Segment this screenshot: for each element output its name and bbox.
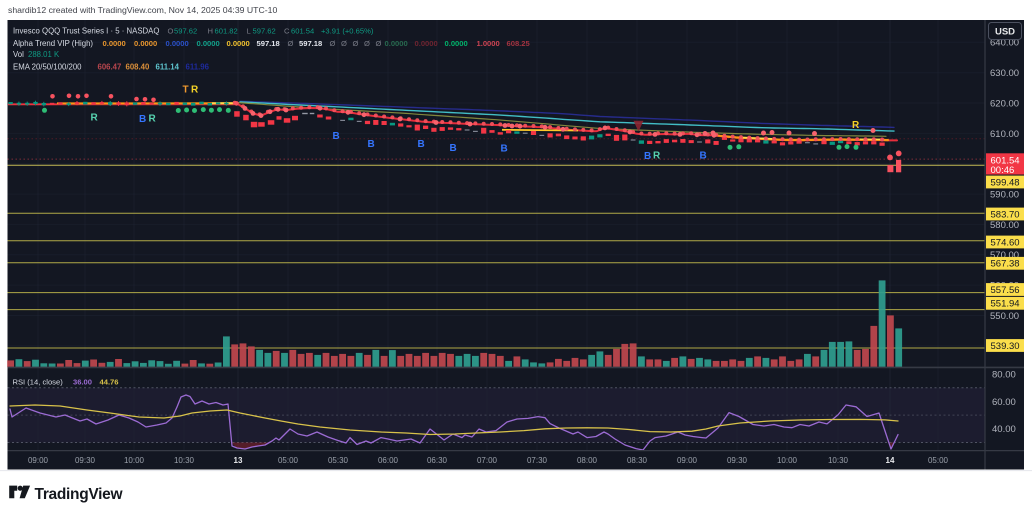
svg-text:Ø: Ø xyxy=(376,39,382,48)
svg-text:611.96: 611.96 xyxy=(186,63,210,72)
svg-text:T: T xyxy=(183,85,189,96)
svg-text:610.00: 610.00 xyxy=(990,129,1019,140)
svg-text:09:00: 09:00 xyxy=(677,456,698,465)
svg-text:Ø: Ø xyxy=(288,39,294,48)
svg-text:R: R xyxy=(191,85,199,96)
svg-text:09:00: 09:00 xyxy=(28,456,49,465)
svg-text:550.00: 550.00 xyxy=(990,311,1019,322)
svg-text:07:00: 07:00 xyxy=(477,456,498,465)
svg-text:597.62: 597.62 xyxy=(174,26,197,35)
svg-text:574.60: 574.60 xyxy=(991,237,1020,248)
svg-text:539.30: 539.30 xyxy=(991,341,1020,352)
svg-text:1.0000: 1.0000 xyxy=(477,39,500,48)
svg-text:0.0000: 0.0000 xyxy=(103,39,126,48)
svg-text:0.0000: 0.0000 xyxy=(166,39,189,48)
svg-text:288.01 K: 288.01 K xyxy=(28,50,60,59)
svg-text:597.18: 597.18 xyxy=(299,39,322,48)
svg-text:06:00: 06:00 xyxy=(378,456,399,465)
svg-text:601.54: 601.54 xyxy=(291,26,314,35)
svg-text:Ø: Ø xyxy=(364,39,370,48)
svg-text:640.00: 640.00 xyxy=(990,38,1019,49)
svg-text:620.00: 620.00 xyxy=(990,98,1019,109)
svg-text:10:00: 10:00 xyxy=(777,456,798,465)
svg-text:B: B xyxy=(368,139,375,150)
svg-text:10:30: 10:30 xyxy=(174,456,195,465)
svg-text:14: 14 xyxy=(886,456,895,465)
svg-text:R: R xyxy=(149,113,157,124)
svg-text:05:30: 05:30 xyxy=(328,456,349,465)
svg-text:B: B xyxy=(450,143,457,154)
svg-text:0.0000: 0.0000 xyxy=(134,39,157,48)
svg-text:608.40: 608.40 xyxy=(126,63,151,72)
svg-text:Alpha Trend VIP (High): Alpha Trend VIP (High) xyxy=(13,39,93,48)
svg-text:USD: USD xyxy=(995,26,1015,37)
svg-text:0.0000: 0.0000 xyxy=(227,39,250,48)
svg-text:C: C xyxy=(284,26,290,35)
svg-text:Vol: Vol xyxy=(13,50,24,59)
svg-text:0.0000: 0.0000 xyxy=(197,39,220,48)
svg-text:Ø: Ø xyxy=(330,39,336,48)
svg-text:567.38: 567.38 xyxy=(991,259,1020,270)
svg-text:608.25: 608.25 xyxy=(507,39,531,48)
svg-text:B: B xyxy=(501,144,508,155)
svg-text:551.94: 551.94 xyxy=(991,299,1020,310)
svg-text:10:00: 10:00 xyxy=(124,456,145,465)
svg-text:611.14: 611.14 xyxy=(156,63,180,72)
svg-text:630.00: 630.00 xyxy=(990,68,1019,79)
svg-text:TradingView: TradingView xyxy=(35,486,124,503)
svg-text:40.00: 40.00 xyxy=(992,424,1016,435)
svg-text:Ø: Ø xyxy=(353,39,359,48)
svg-text:60.00: 60.00 xyxy=(992,397,1016,408)
svg-text:B: B xyxy=(418,139,425,150)
svg-text:601.82: 601.82 xyxy=(215,26,238,35)
svg-text:O: O xyxy=(168,26,174,35)
svg-text:R: R xyxy=(653,150,661,161)
svg-text:583.70: 583.70 xyxy=(991,209,1020,220)
svg-text:10:30: 10:30 xyxy=(828,456,849,465)
svg-text:597.18: 597.18 xyxy=(257,39,280,48)
svg-text:B: B xyxy=(139,114,146,125)
svg-text:RSI (14, close): RSI (14, close) xyxy=(13,377,64,386)
svg-text:0.0000: 0.0000 xyxy=(385,39,408,48)
svg-text:06:30: 06:30 xyxy=(427,456,448,465)
svg-text:Invesco QQQ Trust Series I · 5: Invesco QQQ Trust Series I · 5 · NASDAQ xyxy=(13,26,159,35)
svg-text:+3.91 (+0.65%): +3.91 (+0.65%) xyxy=(321,26,374,35)
svg-text:B: B xyxy=(644,151,651,162)
svg-text:590.00: 590.00 xyxy=(990,190,1019,201)
svg-text:09:30: 09:30 xyxy=(75,456,96,465)
svg-text:07:30: 07:30 xyxy=(527,456,548,465)
svg-text:B: B xyxy=(700,151,707,162)
svg-text:Ø: Ø xyxy=(341,39,347,48)
svg-text:13: 13 xyxy=(234,456,243,465)
svg-text:B: B xyxy=(333,131,340,142)
svg-text:R: R xyxy=(852,120,860,131)
svg-text:80.00: 80.00 xyxy=(992,370,1016,381)
svg-text:44.76: 44.76 xyxy=(100,377,119,386)
svg-text:0.0000: 0.0000 xyxy=(445,39,468,48)
svg-text:H: H xyxy=(208,26,213,35)
svg-text:00:46: 00:46 xyxy=(991,165,1015,176)
svg-text:EMA 20/50/100/200: EMA 20/50/100/200 xyxy=(13,63,82,72)
svg-text:599.48: 599.48 xyxy=(991,177,1020,188)
svg-text:08:30: 08:30 xyxy=(627,456,648,465)
svg-text:05:00: 05:00 xyxy=(928,456,949,465)
svg-text:R: R xyxy=(91,113,99,124)
svg-text:601.54: 601.54 xyxy=(991,155,1020,166)
svg-text:36.00: 36.00 xyxy=(73,377,92,386)
svg-text:08:00: 08:00 xyxy=(577,456,598,465)
svg-text:05:00: 05:00 xyxy=(278,456,299,465)
svg-text:606.47: 606.47 xyxy=(98,63,122,72)
svg-text:597.62: 597.62 xyxy=(253,26,276,35)
svg-text:580.00: 580.00 xyxy=(990,220,1019,231)
svg-text:L: L xyxy=(247,26,251,35)
svg-text:557.56: 557.56 xyxy=(991,285,1020,296)
svg-text:0.0000: 0.0000 xyxy=(415,39,438,48)
svg-text:09:30: 09:30 xyxy=(727,456,748,465)
svg-text:570.00: 570.00 xyxy=(990,250,1019,261)
svg-text:shardib12 created with Trading: shardib12 created with TradingView.com, … xyxy=(8,5,277,15)
